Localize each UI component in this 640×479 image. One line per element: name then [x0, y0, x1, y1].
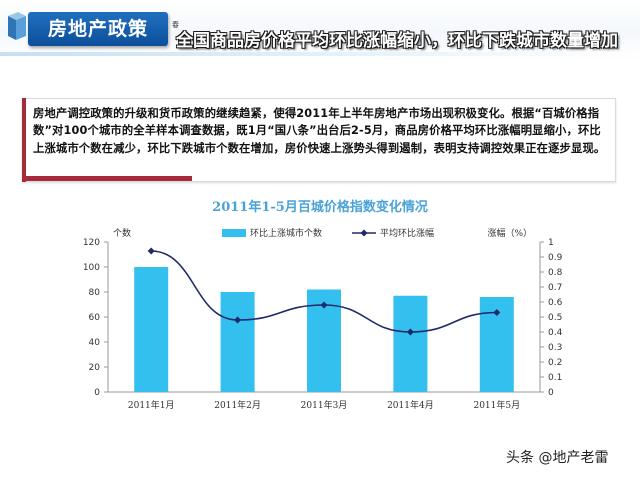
right-tick-label: 0.4 [548, 328, 563, 338]
bar-2 [220, 292, 255, 392]
x-tick-label: 2011年1月 [128, 399, 175, 411]
intro-textbox: 房地产调控政策的升级和货币政策的继续趋紧，使得2011年上半年房地产市场出现积极… [22, 98, 616, 182]
right-tick-label: 0.2 [548, 358, 562, 368]
cube-icon [8, 12, 26, 40]
left-tick-label: 80 [89, 288, 101, 298]
right-axis-label: 涨幅（%） [487, 227, 532, 239]
textbox-accent-underline [22, 176, 192, 181]
line-point-2 [234, 316, 242, 324]
line-point-4 [406, 328, 414, 336]
bar-4 [393, 295, 428, 392]
left-axis-label: 个数 [113, 227, 131, 239]
header-divider [0, 52, 640, 56]
x-tick-label: 2011年2月 [214, 399, 261, 411]
x-tick-label: 2011年4月 [387, 399, 434, 411]
right-tick-label: 0.1 [548, 373, 562, 383]
left-tick-label: 60 [89, 313, 101, 323]
line-point-1 [147, 247, 155, 255]
left-tick-label: 20 [89, 363, 101, 373]
left-tick-label: 40 [89, 338, 101, 348]
right-tick-label: 0.7 [548, 283, 562, 293]
left-tick-label: 0 [94, 388, 100, 398]
x-tick-label: 2011年3月 [301, 399, 348, 411]
section-tag: 房地产政策 [28, 12, 168, 46]
page-headline: 全国商品房价格平均环比涨幅缩小，环比下跌城市数量增加 [176, 31, 618, 51]
watermark: 头条 @地产老雷 [506, 450, 609, 466]
right-tick-label: 1 [548, 238, 554, 248]
line-point-5 [493, 309, 501, 316]
legend-line-label: 平均环比涨幅 [380, 227, 434, 239]
chart-title: 2011年1-5月百城价格指数变化情况 [212, 200, 428, 215]
legend-bar-swatch [222, 229, 246, 237]
textbox-accent-bar [22, 98, 26, 182]
right-tick-label: 0.9 [548, 253, 563, 263]
left-tick-label: 120 [83, 238, 100, 248]
right-tick-label: 0.3 [548, 343, 562, 353]
right-tick-label: 0 [548, 388, 554, 398]
header-mark: 春 [172, 21, 179, 29]
intro-text: 房地产调控政策的升级和货币政策的继续趋紧，使得2011年上半年房地产市场出现积极… [33, 107, 606, 155]
bar-1 [134, 267, 169, 392]
right-tick-label: 0.5 [548, 313, 562, 323]
x-tick-label: 2011年5月 [473, 399, 520, 411]
legend-line-marker [360, 229, 368, 237]
right-tick-label: 0.8 [548, 268, 563, 278]
combo-chart: 0 20 40 60 80 100 120 0 0.1 0.2 0.3 0.4 0.5 0.6 0.7 0.8… [83, 227, 563, 411]
right-tick-label: 0.6 [548, 298, 563, 308]
left-tick-label: 100 [83, 263, 100, 273]
legend-bar-label: 环比上涨城市个数 [250, 227, 322, 239]
line-point-3 [320, 301, 328, 309]
